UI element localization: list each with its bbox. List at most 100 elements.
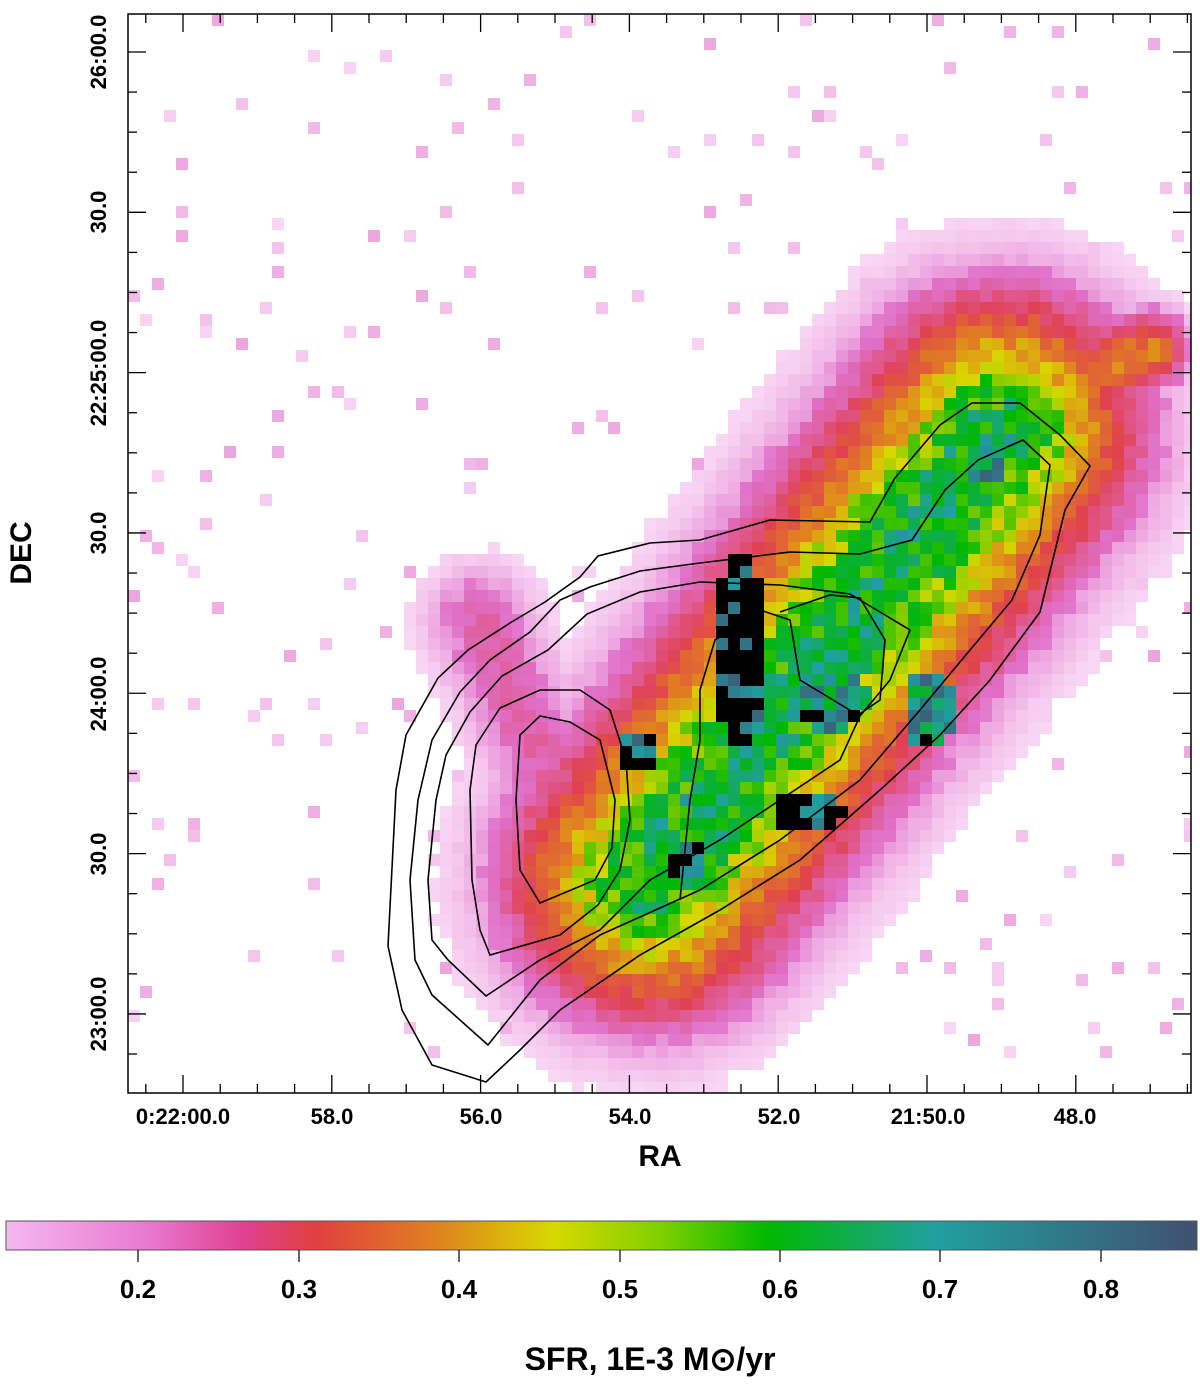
heatmap-cell xyxy=(656,518,668,530)
heatmap-cell xyxy=(1076,434,1088,446)
heatmap-cell xyxy=(716,458,728,470)
heatmap-cell xyxy=(992,482,1004,494)
heatmap-cell xyxy=(716,1070,728,1082)
heatmap-cell xyxy=(728,962,740,974)
heatmap-cell xyxy=(836,530,848,542)
heatmap-cell xyxy=(800,794,812,806)
heatmap-cell xyxy=(1028,530,1040,542)
heatmap-cell xyxy=(1124,470,1136,482)
heatmap-cell xyxy=(740,458,752,470)
heatmap-cell xyxy=(692,614,704,626)
heatmap-cell xyxy=(1112,362,1124,374)
heatmap-cell xyxy=(464,650,476,662)
heatmap-cell xyxy=(1088,602,1100,614)
heatmap-cell xyxy=(872,662,884,674)
heatmap-cell xyxy=(788,446,800,458)
heatmap-cell xyxy=(620,614,632,626)
heatmap-cell xyxy=(620,770,632,782)
heatmap-cell xyxy=(1040,374,1052,386)
heatmap-cell xyxy=(584,1070,596,1082)
heatmap-cell xyxy=(1016,830,1028,842)
heatmap-cell xyxy=(1136,422,1148,434)
heatmap-cell xyxy=(476,650,488,662)
heatmap-cell xyxy=(944,338,956,350)
heatmap-cell xyxy=(980,434,992,446)
heatmap-cell xyxy=(896,506,908,518)
heatmap-cell xyxy=(1028,698,1040,710)
heatmap-cell xyxy=(920,302,932,314)
heatmap-cell xyxy=(1100,266,1112,278)
heatmap-cell xyxy=(956,422,968,434)
heatmap-cell xyxy=(452,854,464,866)
heatmap-cell xyxy=(764,470,776,482)
heatmap-cell xyxy=(200,326,212,338)
heatmap-cell xyxy=(704,950,716,962)
heatmap-cell xyxy=(1112,398,1124,410)
heatmap-cell xyxy=(1076,422,1088,434)
heatmap-cell xyxy=(764,806,776,818)
heatmap-cell xyxy=(1100,422,1112,434)
heatmap-cell xyxy=(452,926,464,938)
heatmap-cell xyxy=(656,626,668,638)
heatmap-cell xyxy=(1124,386,1136,398)
heatmap-cell xyxy=(812,674,824,686)
heatmap-cell xyxy=(932,14,944,26)
heatmap-cell xyxy=(740,638,752,650)
heatmap-cell xyxy=(848,386,860,398)
heatmap-cell xyxy=(1076,266,1088,278)
heatmap-cell xyxy=(452,794,464,806)
heatmap-cell xyxy=(512,626,524,638)
heatmap-cell xyxy=(704,206,716,218)
heatmap-cell xyxy=(752,818,764,830)
heatmap-cell xyxy=(836,542,848,554)
heatmap-cell xyxy=(884,686,896,698)
heatmap-cell xyxy=(968,482,980,494)
heatmap-cell xyxy=(1052,398,1064,410)
heatmap-cell xyxy=(848,878,860,890)
heatmap-cell xyxy=(560,770,572,782)
heatmap-cell xyxy=(1076,530,1088,542)
heatmap-cell xyxy=(956,398,968,410)
heatmap-cell xyxy=(572,938,584,950)
heatmap-cell xyxy=(872,782,884,794)
heatmap-cell xyxy=(704,446,716,458)
heatmap-cell xyxy=(572,770,584,782)
heatmap-cell xyxy=(848,398,860,410)
heatmap-cell xyxy=(608,914,620,926)
heatmap-cell xyxy=(980,938,992,950)
heatmap-cell xyxy=(764,638,776,650)
heatmap-cell xyxy=(716,830,728,842)
heatmap-cell xyxy=(872,698,884,710)
heatmap-cell xyxy=(1112,290,1124,302)
heatmap-cell xyxy=(728,902,740,914)
heatmap-cell xyxy=(476,782,488,794)
heatmap-cell xyxy=(1052,506,1064,518)
heatmap-cell xyxy=(908,722,920,734)
heatmap-cell xyxy=(1184,314,1191,326)
heatmap-cell xyxy=(932,266,944,278)
heatmap-cell xyxy=(716,1082,728,1093)
heatmap-cell xyxy=(764,650,776,662)
heatmap-cell xyxy=(644,698,656,710)
heatmap-cell xyxy=(608,1010,620,1022)
heatmap-cell xyxy=(764,878,776,890)
heatmap-cell xyxy=(1076,362,1088,374)
heatmap-cell xyxy=(728,830,740,842)
contour-lines xyxy=(387,402,1091,1083)
heatmap-cell xyxy=(752,1034,764,1046)
heatmap-cell xyxy=(776,1022,788,1034)
heatmap-cell xyxy=(656,710,668,722)
heatmap-cell xyxy=(1136,590,1148,602)
heatmap-cell xyxy=(800,974,812,986)
heatmap-cell xyxy=(536,926,548,938)
heatmap-cell xyxy=(188,818,200,830)
heatmap-cell xyxy=(848,890,860,902)
heatmap-cell xyxy=(644,1034,656,1046)
heatmap-cell xyxy=(860,614,872,626)
heatmap-cell xyxy=(824,722,836,734)
heatmap-cell xyxy=(500,782,512,794)
heatmap-cell xyxy=(740,422,752,434)
heatmap-cell xyxy=(836,554,848,566)
heatmap-cell xyxy=(836,446,848,458)
heatmap-cell xyxy=(824,506,836,518)
